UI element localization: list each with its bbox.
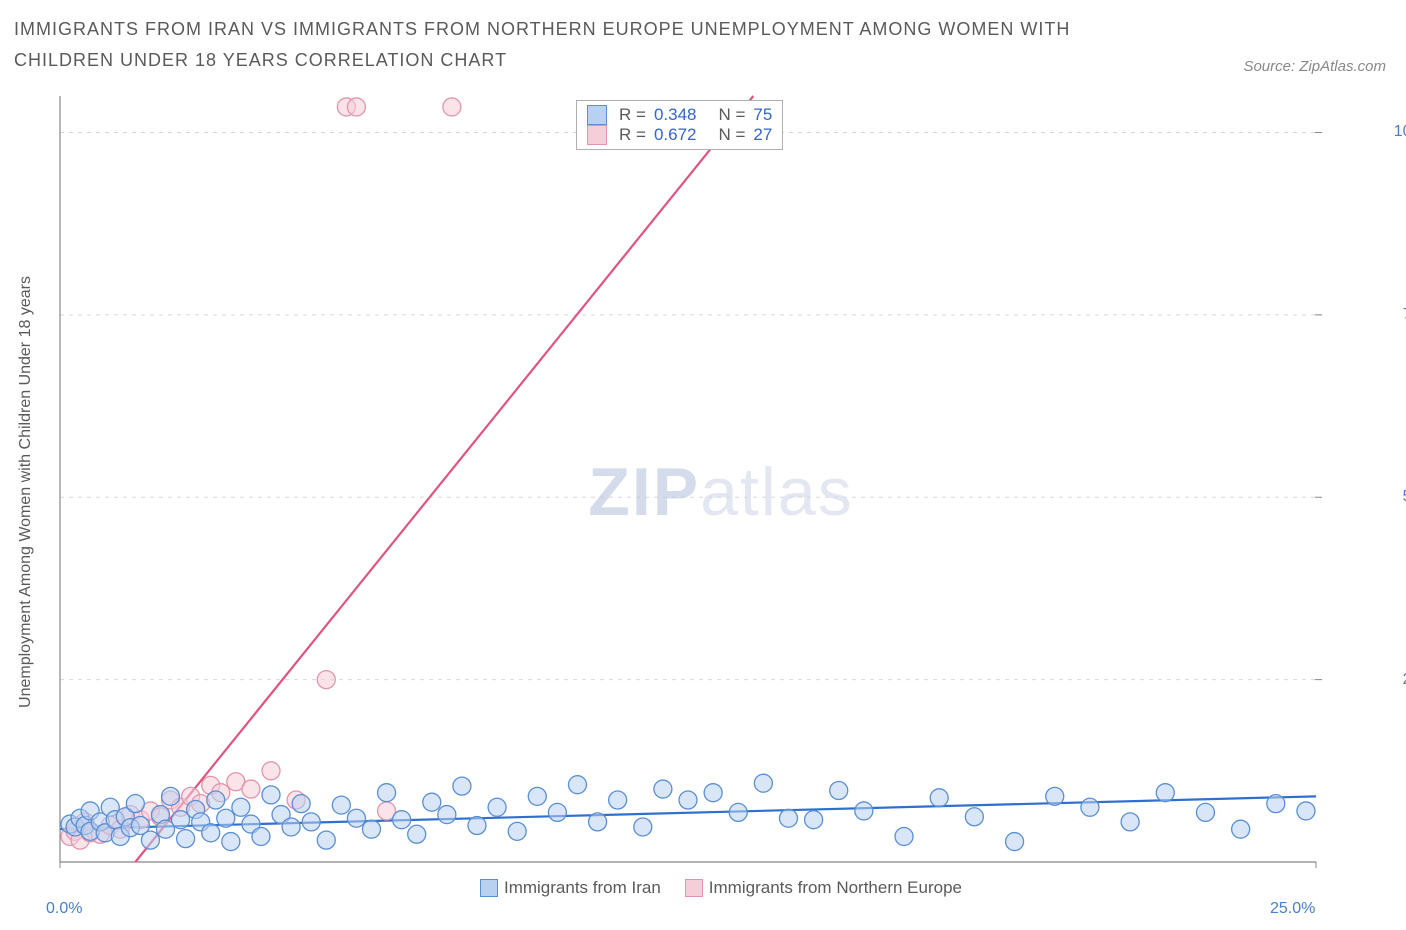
y-tick-label: 75.0% [1403,306,1406,324]
correlation-row: R = 0.348 N = 75 [587,105,772,125]
chart-title: IMMIGRANTS FROM IRAN VS IMMIGRANTS FROM … [14,14,1114,75]
swatch-icon [480,879,498,897]
stat-n-label: N = [718,125,745,145]
swatch-icon [685,879,703,897]
stat-r-value: 0.672 [654,125,697,145]
swatch-icon [587,125,607,145]
y-tick-label: 100.0% [1394,123,1406,141]
stat-r-label: R = [619,125,646,145]
legend-item-neurope: Immigrants from Northern Europe [685,878,962,898]
y-tick-label: 50.0% [1403,488,1406,506]
correlation-row: R = 0.672 N = 27 [587,125,772,145]
chart-area: Unemployment Among Women with Children U… [56,92,1386,892]
legend-item-iran: Immigrants from Iran [480,878,661,898]
legend-label: Immigrants from Northern Europe [709,878,962,898]
y-tick-label: 25.0% [1403,671,1406,689]
stat-n-value: 75 [753,105,772,125]
scatter-plot [56,92,1386,892]
x-tick-label: 0.0% [46,900,82,918]
stat-r-label: R = [619,105,646,125]
source-attribution: Source: ZipAtlas.com [1243,58,1386,75]
x-tick-label: 25.0% [1270,900,1315,918]
correlation-legend: R = 0.348 N = 75 R = 0.672 N = 27 [576,100,783,150]
y-axis-label: Unemployment Among Women with Children U… [17,276,35,708]
series-legend: Immigrants from Iran Immigrants from Nor… [56,878,1386,898]
stat-n-value: 27 [753,125,772,145]
legend-label: Immigrants from Iran [504,878,661,898]
stat-r-value: 0.348 [654,105,697,125]
swatch-icon [587,105,607,125]
stat-n-label: N = [718,105,745,125]
